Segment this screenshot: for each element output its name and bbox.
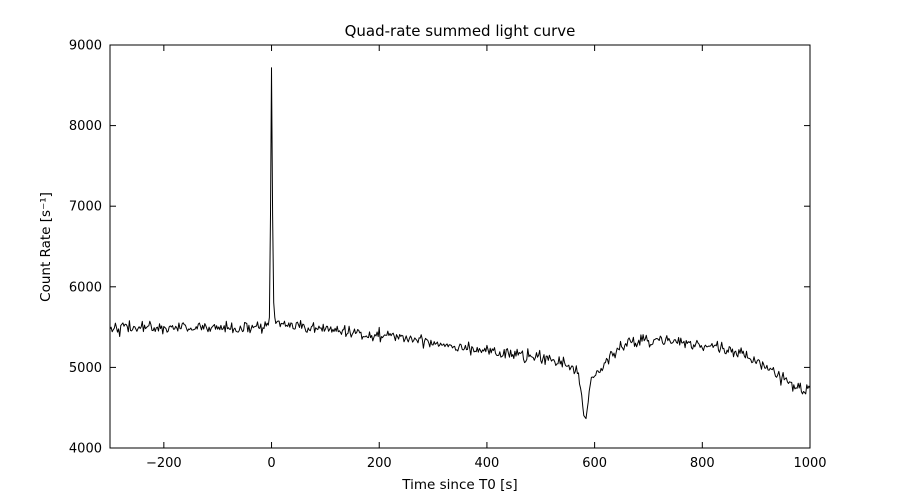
x-tick-label: 1000 (793, 456, 826, 471)
chart-title: Quad-rate summed light curve (345, 22, 576, 40)
y-tick-label: 6000 (69, 280, 102, 295)
plot-frame (109, 44, 811, 449)
x-tick-label: 600 (582, 456, 607, 471)
y-tick-label: 8000 (69, 119, 102, 134)
x-tick-label: 800 (690, 456, 715, 471)
y-tick-label: 9000 (69, 39, 102, 54)
x-tick-label: 200 (367, 456, 392, 471)
x-axis-label: Time since T0 [s] (401, 477, 517, 493)
y-tick-label: 5000 (69, 361, 102, 376)
x-tick-label: −200 (146, 456, 182, 471)
x-tick-label: 0 (267, 456, 275, 471)
light-curve-line (110, 67, 810, 420)
y-tick-label: 7000 (69, 200, 102, 215)
x-tick-label: 400 (475, 456, 500, 471)
y-axis-label: Count Rate [s⁻¹] (38, 192, 54, 302)
y-tick-label: 4000 (69, 442, 102, 457)
